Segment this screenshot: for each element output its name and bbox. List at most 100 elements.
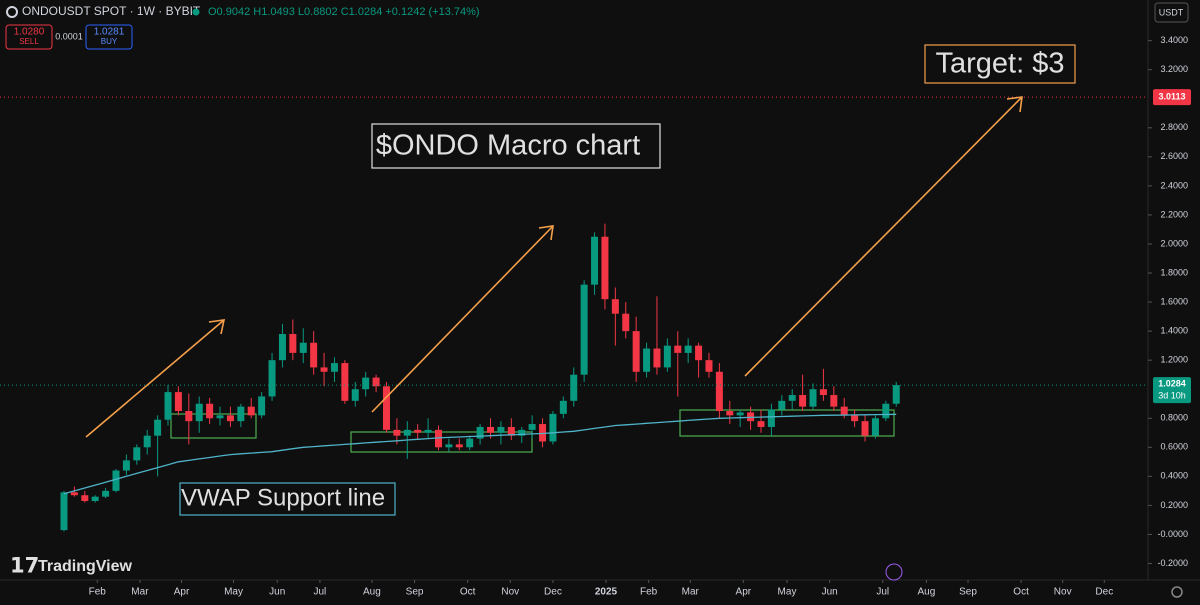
candle-body bbox=[268, 360, 276, 397]
candle-body bbox=[226, 415, 234, 422]
candle-body bbox=[778, 400, 786, 410]
y-tick-label: 2.8000 bbox=[1160, 122, 1188, 132]
arrow bbox=[744, 96, 1023, 377]
arrow-head bbox=[1006, 96, 1023, 113]
candle-body bbox=[851, 415, 859, 422]
candle-body bbox=[518, 429, 526, 436]
symbol[interactable]: ONDOUSDT SPOT · 1W · BYBIT bbox=[22, 4, 201, 18]
countdown: 3d 10h bbox=[1158, 390, 1186, 400]
x-tick-label: Jun bbox=[269, 587, 285, 598]
y-tick-label: 0.2000 bbox=[1160, 500, 1188, 510]
candle-body bbox=[258, 396, 266, 416]
arrow bbox=[85, 319, 225, 438]
candle-body bbox=[372, 377, 380, 387]
x-tick-label: Feb bbox=[640, 587, 658, 598]
x-tick-label: Sep bbox=[959, 587, 977, 598]
arrow-head bbox=[538, 225, 554, 241]
candle-body bbox=[497, 426, 505, 433]
candle-body bbox=[60, 492, 68, 531]
candle-body bbox=[674, 345, 682, 353]
y-tick-label: -0.0000 bbox=[1157, 529, 1188, 539]
candle-body bbox=[476, 426, 484, 439]
annotation-box bbox=[924, 44, 1076, 84]
candle-body bbox=[871, 418, 879, 436]
candle-body bbox=[695, 345, 703, 361]
candle-body bbox=[310, 342, 318, 368]
brand: TradingView bbox=[38, 558, 133, 575]
annotation: Target: $3 bbox=[936, 48, 1065, 80]
candle-body bbox=[455, 444, 463, 448]
y-tick-label: 1.8000 bbox=[1160, 267, 1188, 277]
candle-body bbox=[414, 429, 422, 433]
candle-body bbox=[466, 438, 474, 448]
y-tick-label: 2.4000 bbox=[1160, 180, 1188, 190]
candle-body bbox=[591, 236, 599, 285]
sell-label: SELL bbox=[19, 37, 39, 46]
candle-body bbox=[185, 410, 193, 422]
range-box bbox=[679, 409, 895, 437]
settings-icon[interactable] bbox=[1171, 586, 1183, 598]
candle-body bbox=[289, 334, 297, 353]
candle-body bbox=[174, 392, 182, 411]
candle-body bbox=[882, 403, 890, 419]
alert-icon[interactable] bbox=[885, 563, 903, 581]
candle-body bbox=[559, 400, 567, 414]
candle-body bbox=[133, 447, 141, 461]
symbol-icon bbox=[6, 6, 18, 18]
status-dot bbox=[192, 8, 200, 16]
y-tick-label: 0.8000 bbox=[1160, 413, 1188, 423]
candle-body bbox=[424, 429, 432, 433]
candle-body bbox=[757, 421, 765, 427]
y-tick-label: 2.6000 bbox=[1160, 151, 1188, 161]
last-price-label: 1.0284 bbox=[1158, 378, 1186, 388]
x-tick-label: May bbox=[778, 587, 797, 598]
candle-body bbox=[91, 496, 99, 502]
candle-body bbox=[736, 412, 744, 416]
candle-body bbox=[809, 389, 817, 407]
logo-mark: 𝟭𝟳 bbox=[10, 555, 39, 578]
buy-button[interactable] bbox=[85, 24, 133, 50]
buy-label: BUY bbox=[101, 37, 118, 46]
ohlc: O0.9042 H1.0493 L0.8802 C1.0284 +0.1242 … bbox=[208, 6, 480, 18]
candle-body bbox=[622, 313, 630, 332]
vwap-line bbox=[63, 413, 897, 495]
y-tick-label: 1.6000 bbox=[1160, 296, 1188, 306]
sell-button[interactable] bbox=[5, 24, 53, 50]
y-tick-label: 1.2000 bbox=[1160, 355, 1188, 365]
candle-body bbox=[726, 410, 734, 416]
annotation-box bbox=[179, 482, 396, 516]
y-tick-label: 0.4000 bbox=[1160, 471, 1188, 481]
candle-body bbox=[330, 363, 338, 372]
candle-body bbox=[684, 345, 692, 353]
candle-body bbox=[154, 419, 162, 436]
candle-body bbox=[81, 495, 89, 502]
price-label: 3.0113 bbox=[1158, 91, 1185, 101]
annotation: $ONDO Macro chart bbox=[376, 130, 640, 162]
range-box bbox=[170, 413, 257, 439]
candle-body bbox=[362, 377, 370, 390]
x-tick-label: 2025 bbox=[595, 587, 618, 598]
x-tick-label: Apr bbox=[174, 587, 190, 598]
candle-body bbox=[507, 426, 515, 436]
candle-body bbox=[382, 386, 390, 430]
candle-body bbox=[206, 403, 214, 419]
candle-body bbox=[653, 348, 661, 368]
candle-body bbox=[840, 406, 848, 416]
candle-body bbox=[320, 367, 328, 372]
candle-body bbox=[299, 342, 307, 353]
y-tick-label: -0.2000 bbox=[1157, 558, 1188, 568]
currency-button[interactable] bbox=[1154, 2, 1189, 23]
candle-body bbox=[611, 299, 619, 314]
candle-body bbox=[715, 371, 723, 411]
y-tick-label: 1.4000 bbox=[1160, 325, 1188, 335]
candle-body bbox=[487, 426, 495, 433]
candle-body bbox=[341, 363, 349, 401]
candle-body bbox=[216, 415, 224, 419]
candle-body bbox=[570, 374, 578, 401]
candle-body bbox=[528, 424, 536, 430]
y-tick-label: 2.0000 bbox=[1160, 238, 1188, 248]
candle-body bbox=[643, 348, 651, 372]
arrow bbox=[371, 225, 554, 413]
arrow-head bbox=[208, 319, 226, 335]
candle-body bbox=[705, 360, 713, 372]
